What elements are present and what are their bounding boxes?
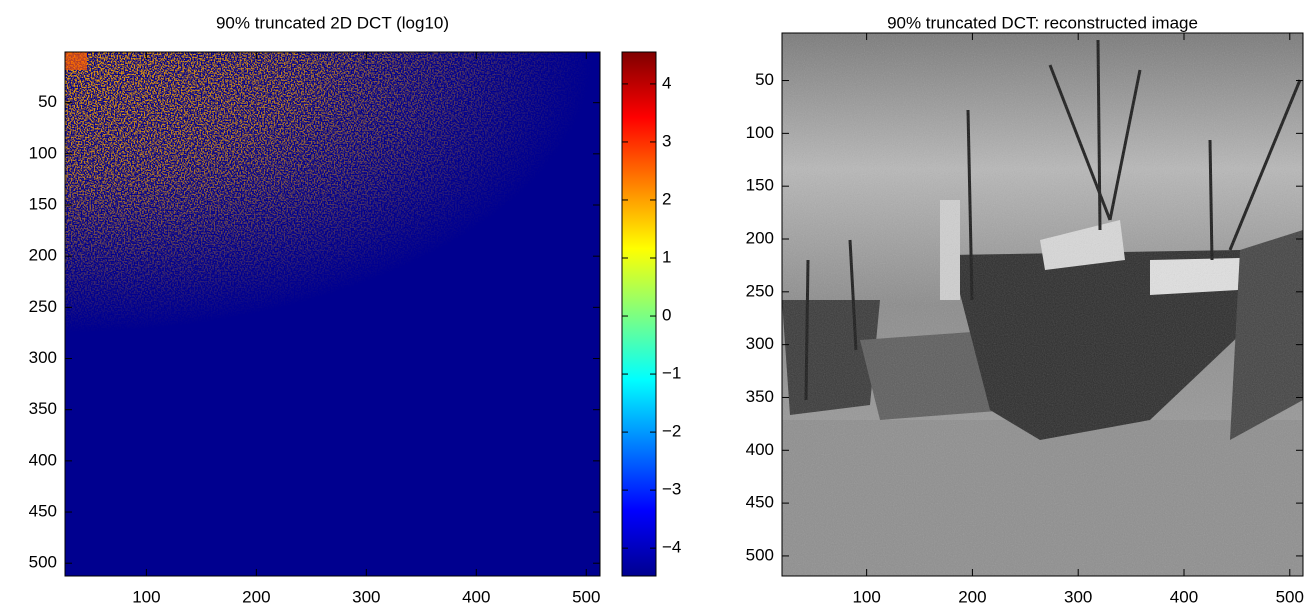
colorbar-tick-label: 4 [662, 73, 671, 92]
reconstructed-image [782, 33, 1303, 576]
colorbar-tick-label: −1 [662, 364, 681, 383]
dct-image [65, 52, 600, 576]
colorbar-tick-label: 2 [662, 189, 671, 208]
y-tick-label: 300 [746, 334, 774, 353]
x-tick-label: 100 [852, 587, 880, 606]
y-tick-label: 150 [746, 176, 774, 195]
colorbar-tick-label: 0 [662, 306, 671, 325]
y-tick-label: 150 [29, 194, 57, 213]
y-tick-label: 500 [29, 553, 57, 572]
colorbar [622, 52, 656, 576]
colorbar-tick-label: −2 [662, 422, 681, 441]
x-tick-label: 100 [132, 587, 160, 606]
y-tick-label: 250 [29, 297, 57, 316]
colorbar-tick-label: 1 [662, 247, 671, 266]
x-tick-label: 200 [958, 587, 986, 606]
x-tick-label: 400 [462, 587, 490, 606]
x-tick-label: 400 [1170, 587, 1198, 606]
y-tick-label: 50 [38, 92, 57, 111]
y-tick-label: 350 [746, 387, 774, 406]
y-tick-label: 100 [29, 143, 57, 162]
axes-layer: 90% truncated 2D DCT (log10) 100 200 300 400… [29, 13, 1304, 606]
colorbar-frame [621, 51, 657, 577]
y-tick-label: 500 [746, 545, 774, 564]
axes-frame [781, 32, 1304, 577]
x-tick-label: 200 [242, 587, 270, 606]
axes-frame [64, 51, 601, 577]
y-tick-label: 50 [755, 70, 774, 89]
y-tick-label: 200 [29, 246, 57, 265]
colorbar-tick-label: 3 [662, 131, 671, 150]
x-tick-label: 300 [352, 587, 380, 606]
y-tick-label: 450 [29, 502, 57, 521]
x-tick-label: 300 [1064, 587, 1092, 606]
y-tick-label: 250 [746, 281, 774, 300]
y-tick-label: 450 [746, 493, 774, 512]
chart-title: 90% truncated DCT: reconstructed image [887, 13, 1198, 32]
colorbar-tick-label: −3 [662, 480, 681, 499]
y-tick-label: 200 [746, 228, 774, 247]
colorbar-tick-label: −4 [662, 538, 681, 557]
y-tick-label: 400 [746, 440, 774, 459]
y-tick-label: 400 [29, 450, 57, 469]
x-tick-label: 500 [572, 587, 600, 606]
y-tick-label: 100 [746, 123, 774, 142]
y-tick-label: 300 [29, 348, 57, 367]
chart-title: 90% truncated 2D DCT (log10) [216, 13, 449, 32]
y-tick-label: 350 [29, 399, 57, 418]
x-tick-label: 500 [1276, 587, 1304, 606]
